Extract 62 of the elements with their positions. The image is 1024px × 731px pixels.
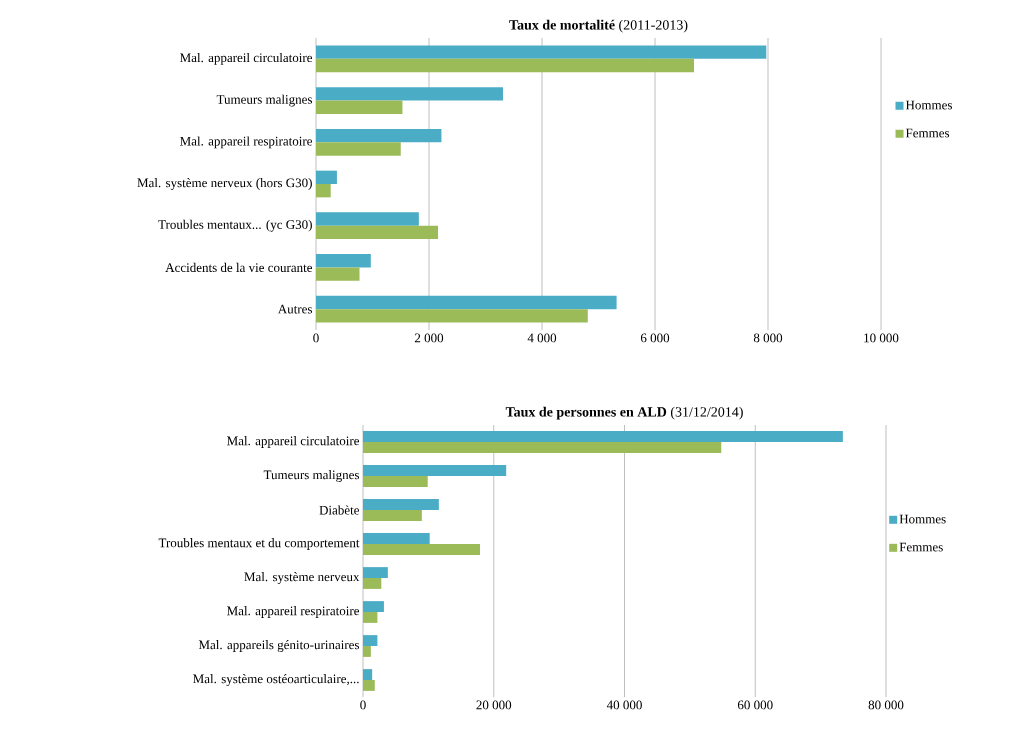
bar	[363, 680, 375, 691]
y-tick-label: Accidents de la vie courante	[165, 262, 313, 272]
y-tick-label: Mal. appareil respiratoire	[227, 606, 360, 618]
bar	[316, 225, 439, 240]
y-tick-label: Tumeurs malignes	[263, 470, 360, 482]
bar	[363, 646, 371, 657]
y-tick-label: Troubles mentaux et du comportement	[158, 538, 360, 550]
bar	[316, 184, 331, 198]
bar	[363, 669, 373, 680]
bar	[363, 533, 430, 544]
chart-title: Taux de personnes en ALD (31/12/2014)	[505, 406, 743, 420]
x-tick-label: 60 000	[737, 700, 773, 710]
y-tick-label: Mal. appareil respiratoire	[180, 136, 313, 149]
y-tick-label: Tumeurs malignes	[216, 94, 313, 107]
legend-label: Hommes	[899, 514, 946, 524]
x-tick-label: 10 000	[864, 333, 899, 343]
bar	[363, 544, 481, 555]
bar	[363, 442, 722, 453]
bar	[316, 100, 403, 114]
legend-label: Femmes	[899, 542, 943, 552]
bar	[316, 254, 371, 268]
bar	[363, 578, 382, 589]
chart-title: Taux de mortalité (2011-2013)	[509, 19, 688, 33]
y-tick-label: Autres	[277, 304, 313, 314]
y-tick-label: Mal. système nerveux (hors G30)	[137, 178, 312, 190]
y-tick-label: Mal. appareils génito-urinaires	[198, 640, 360, 652]
bar	[316, 212, 419, 226]
bar	[363, 635, 378, 646]
bar	[363, 567, 388, 578]
bar	[363, 476, 428, 487]
y-tick-label: Troubles mentaux... (yc G30)	[158, 219, 312, 232]
bar	[316, 58, 694, 73]
legend-label: Hommes	[905, 100, 952, 110]
x-tick-label: 80 000	[868, 700, 904, 710]
x-tick-label: 0	[313, 333, 319, 343]
bar	[316, 142, 401, 156]
bar	[363, 499, 439, 510]
x-tick-label: 6 000	[640, 333, 670, 343]
bar	[363, 431, 843, 442]
legend-label: Femmes	[905, 128, 950, 138]
y-tick-label: Diabète	[319, 505, 360, 515]
y-tick-label: Mal. système nerveux	[244, 572, 360, 584]
bar	[316, 45, 767, 59]
x-tick-label: 20 000	[476, 700, 512, 710]
bar	[316, 309, 588, 323]
bar	[363, 465, 507, 476]
bar	[363, 510, 422, 521]
x-tick-label: 40 000	[606, 700, 642, 710]
y-tick-label: Mal. appareil circulatoire	[227, 436, 360, 448]
x-tick-label: 8 000	[753, 333, 783, 343]
bar	[316, 295, 617, 310]
bar	[316, 87, 504, 101]
bar	[363, 601, 384, 612]
x-tick-label: 0	[360, 700, 366, 710]
bar	[316, 128, 442, 143]
bar	[316, 267, 360, 281]
y-tick-label: Mal. appareil circulatoire	[180, 52, 313, 65]
bar	[316, 170, 337, 185]
x-tick-label: 2 000	[414, 333, 444, 343]
x-tick-label: 4 000	[527, 333, 557, 343]
bar	[363, 612, 378, 623]
y-tick-label: Mal. système ostéoarticulaire,...	[193, 674, 359, 686]
